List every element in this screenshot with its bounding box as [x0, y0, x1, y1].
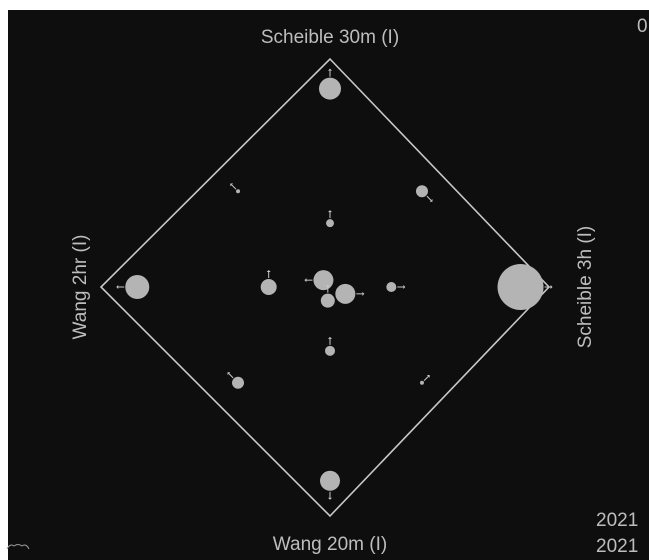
chart-panel: Scheible 30m (I) Wang 20m (I) Wang 2hr (… [8, 10, 649, 560]
axis-label-bottom: Wang 20m (I) [273, 534, 387, 555]
data-point-marker [325, 345, 335, 356]
data-point-arrowhead [230, 183, 234, 187]
data-point-14 [335, 283, 365, 304]
data-point-arrowhead [328, 497, 332, 500]
data-point-5 [230, 183, 241, 194]
data-point-marker [236, 189, 241, 194]
data-point-arrowhead [116, 285, 119, 289]
data-point-10 [260, 270, 277, 295]
data-point-11 [386, 282, 406, 292]
data-point-arrowhead [403, 285, 406, 289]
data-point-marker [260, 279, 277, 295]
data-point-arrow [231, 184, 237, 190]
data-point-marker [386, 282, 397, 292]
diamond-outline [99, 57, 551, 518]
data-point-4 [320, 470, 340, 500]
data-point-marker [319, 77, 341, 100]
corner-label-top-right: 0 [637, 16, 648, 37]
data-point-marker [497, 264, 544, 310]
data-point-arrowhead [328, 336, 332, 339]
data-point-arrowhead [426, 375, 430, 378]
data-point-arrowhead [328, 210, 332, 213]
data-point-arrowhead [266, 270, 271, 272]
data-point-arrowhead [227, 372, 231, 376]
data-point-arrowhead [362, 291, 365, 296]
data-point-arrowhead [304, 278, 307, 283]
data-point-marker [125, 275, 150, 299]
axis-label-right: Scheible 3h (I) [575, 226, 596, 349]
data-point-marker [313, 270, 334, 291]
small-logo-icon [6, 544, 30, 550]
data-point-2 [116, 275, 150, 299]
axis-label-left: Wang 2hr (I) [70, 235, 91, 340]
data-point-arrow [228, 373, 234, 379]
data-point-15 [320, 284, 335, 308]
data-point-marker [320, 293, 335, 308]
data-point-3 [497, 264, 553, 310]
data-point-arrowhead [328, 68, 332, 71]
data-point-arrow [423, 376, 429, 382]
data-point-1 [319, 68, 341, 100]
data-point-7 [227, 372, 245, 389]
corner-label-bottom-right-2: 2021 [596, 536, 639, 557]
data-point-12 [325, 336, 335, 356]
data-point-6 [415, 185, 433, 202]
diamond-plot: Scheible 30m (I) Wang 20m (I) Wang 2hr (… [70, 27, 596, 555]
data-point-marker [232, 376, 245, 389]
data-point-arrowhead [550, 285, 553, 289]
data-point-marker [335, 283, 356, 304]
data-point-arrow [426, 195, 432, 201]
data-point-arrowhead [325, 284, 330, 287]
data-point-8 [419, 375, 430, 385]
data-point-13 [304, 270, 334, 291]
data-point-arrowhead [429, 198, 433, 202]
corner-label-bottom-right-1: 2021 [596, 510, 639, 531]
points-layer [116, 68, 553, 500]
axis-label-top: Scheible 30m (I) [261, 27, 399, 48]
data-point-marker [415, 185, 428, 198]
data-point-9 [326, 210, 334, 228]
data-point-marker [320, 470, 340, 491]
data-point-marker [326, 219, 334, 228]
data-point-marker [419, 380, 424, 385]
